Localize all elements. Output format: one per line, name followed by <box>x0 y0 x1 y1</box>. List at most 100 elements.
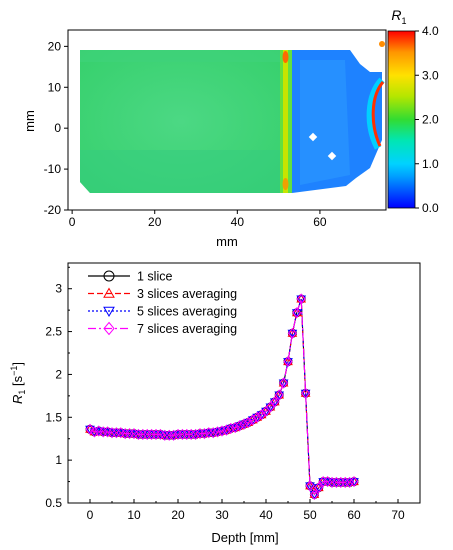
data-point <box>217 425 227 437</box>
colorbar-title: R1 <box>391 7 406 26</box>
colorbar-ticks: 4.0 3.0 2.0 1.0 0.0 <box>415 24 439 215</box>
legend-item: 5 slices averaging <box>88 305 237 319</box>
map-band-hotspot-bottom <box>282 178 289 190</box>
line-y-tick-label: 1.5 <box>45 410 62 424</box>
data-point <box>265 403 276 413</box>
data-point <box>98 426 108 438</box>
data-point <box>278 377 289 389</box>
data-point <box>269 398 280 407</box>
data-point <box>300 389 311 399</box>
map-image <box>80 41 385 193</box>
legend-item: 3 slices averaging <box>88 287 237 301</box>
legend-label: 3 slices averaging <box>137 287 237 301</box>
data-point <box>331 476 342 489</box>
series-layer <box>85 293 359 501</box>
data-point <box>296 295 307 305</box>
data-point <box>314 481 324 494</box>
map-axes-frame <box>67 29 387 211</box>
map-x-tick-label: 20 <box>148 215 162 229</box>
data-point <box>173 428 183 441</box>
legend-item: 7 slices averaging <box>88 321 237 336</box>
line-x-tick-label: 0 <box>87 508 94 522</box>
map-region-left-lower <box>80 150 280 193</box>
colorbar: R1 4.0 3.0 2.0 1.0 0.0 <box>387 7 439 215</box>
map-hole <box>308 132 318 142</box>
line-x-tick-label: 40 <box>259 508 273 522</box>
line-y-tick-label: 3 <box>55 282 62 296</box>
line-x-tick-label: 10 <box>127 508 141 522</box>
map-y-tick-label: 20 <box>48 39 62 53</box>
data-point <box>336 476 346 489</box>
data-point <box>327 476 337 489</box>
data-point <box>318 475 328 488</box>
data-point <box>208 427 218 439</box>
legend-marker <box>103 270 115 282</box>
map-artifact <box>379 41 385 47</box>
data-point <box>146 428 157 441</box>
map-x-tick-label: 0 <box>69 215 76 229</box>
data-point <box>278 379 289 389</box>
data-point <box>265 401 276 413</box>
line-x-tick-label: 20 <box>171 508 185 522</box>
legend-marker <box>103 287 115 298</box>
data-point <box>226 422 236 435</box>
data-point <box>182 428 192 441</box>
data-point <box>142 428 152 441</box>
data-point <box>274 391 285 401</box>
map-x-tick-label: 60 <box>313 215 327 229</box>
data-point <box>133 428 144 441</box>
data-point <box>252 411 262 423</box>
data-point <box>291 309 302 318</box>
data-point <box>243 416 254 429</box>
data-point <box>89 426 100 438</box>
map-rim-hot <box>371 81 385 147</box>
data-point <box>305 480 315 492</box>
data-point <box>274 389 284 401</box>
data-point <box>292 307 302 319</box>
data-point <box>296 293 306 305</box>
map-rim <box>366 77 385 150</box>
line-y-label: R1 [s−1] <box>9 362 27 404</box>
data-point <box>151 428 161 441</box>
data-point <box>190 428 201 441</box>
data-point <box>261 407 271 417</box>
data-point <box>221 424 232 436</box>
data-point <box>283 355 293 368</box>
data-point <box>85 423 95 435</box>
line-x-ticks: 0 10 20 30 40 50 60 70 <box>67 499 421 522</box>
map-band-hotspot-top <box>282 51 289 63</box>
map-x-label: mm <box>216 234 238 249</box>
map-band-core <box>283 50 288 193</box>
data-point <box>287 327 298 339</box>
line-y-ticks: 3 2.5 2 1.5 1 0.5 <box>45 266 72 510</box>
data-point <box>256 409 267 421</box>
map-x-tick-label: 40 <box>231 215 245 229</box>
data-point <box>349 475 359 488</box>
line-y-tick-label: 1 <box>55 453 62 467</box>
data-point <box>212 426 223 438</box>
data-point <box>239 418 249 430</box>
legend-label: 5 slices averaging <box>137 305 237 319</box>
data-point <box>111 427 122 439</box>
line-x-tick-label: 50 <box>303 508 317 522</box>
map-y-tick-label: -10 <box>44 162 62 176</box>
data-point <box>186 428 196 441</box>
data-point <box>344 476 355 489</box>
data-point <box>349 478 359 487</box>
data-point <box>199 427 210 440</box>
colorbar-tick-label: 0.0 <box>422 201 439 215</box>
map-y-tick-label: 0 <box>54 121 61 135</box>
colorbar-tick-label: 1.0 <box>422 157 439 171</box>
line-axes-frame <box>67 262 421 504</box>
map-region-right-inner <box>300 60 350 185</box>
data-point <box>120 427 130 440</box>
data-point <box>177 428 188 441</box>
colorbar-tick-label: 4.0 <box>422 24 439 38</box>
legend-label: 1 slice <box>137 270 172 284</box>
data-point <box>309 488 320 501</box>
map-y-ticks: 20 10 0 -10 -20 <box>44 39 68 217</box>
line-x-tick-label: 60 <box>347 508 361 522</box>
legend-item: 1 slice <box>88 270 172 284</box>
line-panel: 0 10 20 30 40 50 60 70 3 2.5 2 1.5 1 0.5 1 slice 3 sl… <box>9 262 421 545</box>
data-point <box>204 427 214 439</box>
